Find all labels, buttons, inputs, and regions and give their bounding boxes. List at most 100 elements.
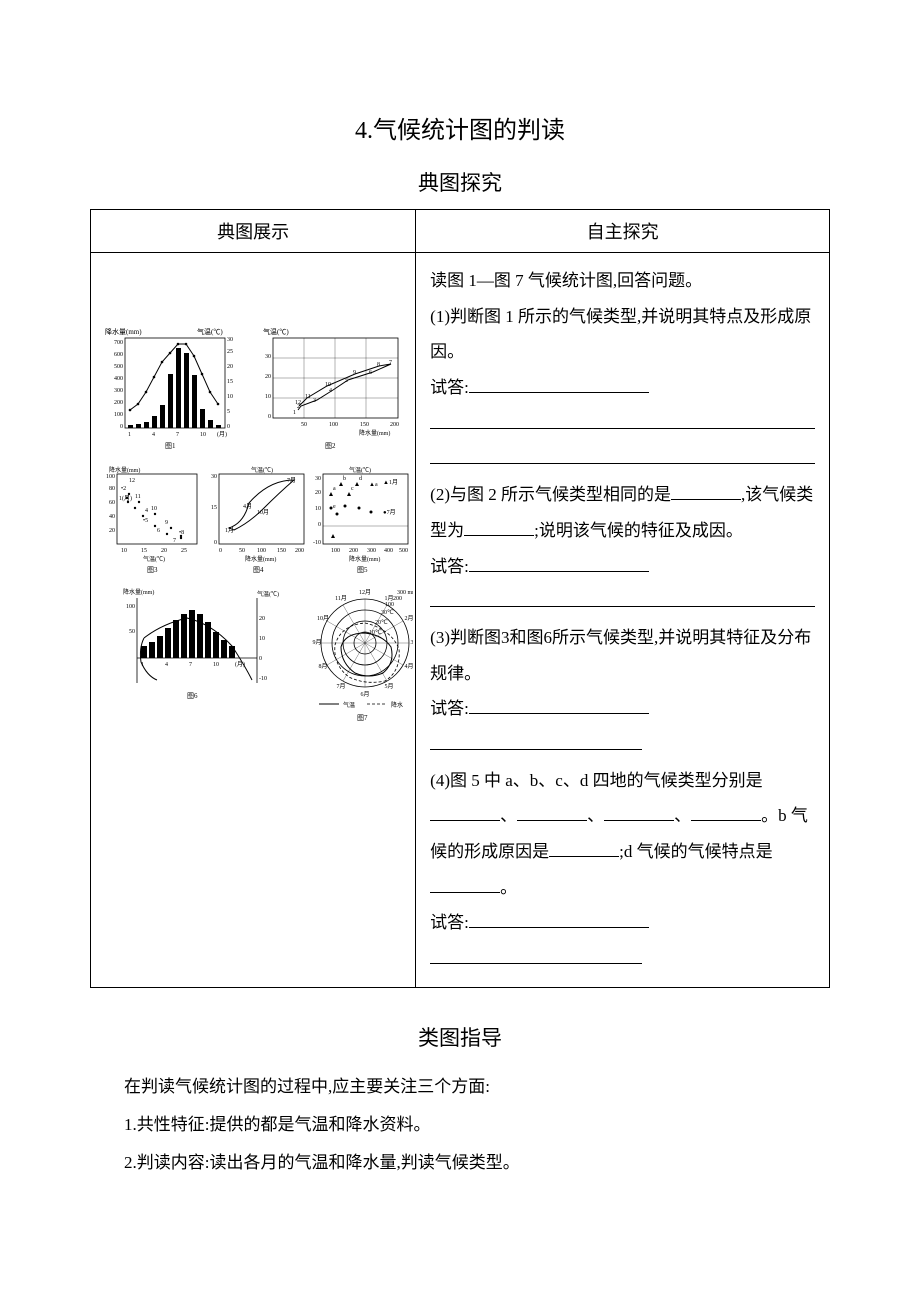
svg-text:7: 7 <box>389 360 392 366</box>
svg-text:10: 10 <box>121 548 127 554</box>
svg-text:8月: 8月 <box>319 663 328 670</box>
svg-text:20: 20 <box>259 616 265 622</box>
fig2-ylabel: 气温(℃) <box>263 327 289 336</box>
svg-text:20: 20 <box>227 364 233 370</box>
blank[interactable] <box>430 589 815 607</box>
para-1: 1.共性特征:提供的都是气温和降水资料。 <box>90 1108 830 1142</box>
fig1-bars <box>128 348 221 428</box>
blank[interactable] <box>430 732 642 750</box>
blank[interactable] <box>430 946 642 964</box>
svg-text:降水量(mm): 降水量(mm) <box>349 555 380 563</box>
svg-text:降水: 降水 <box>391 701 403 709</box>
svg-text:b: b <box>343 476 346 482</box>
svg-text:4: 4 <box>329 388 332 394</box>
svg-text:6: 6 <box>157 528 160 534</box>
svg-text:20: 20 <box>161 548 167 554</box>
svg-text:0: 0 <box>268 414 271 420</box>
fig6-label: 图6 <box>187 692 198 700</box>
blank[interactable] <box>549 839 619 857</box>
svg-text:60: 60 <box>109 500 115 506</box>
blank[interactable] <box>469 554 649 572</box>
svg-text:10: 10 <box>259 636 265 642</box>
blank[interactable] <box>469 910 649 928</box>
blank[interactable] <box>469 696 649 714</box>
svg-text:100: 100 <box>106 474 115 480</box>
q2-answer: 试答: <box>430 549 815 585</box>
svg-text:9月: 9月 <box>313 639 322 646</box>
svg-text:4: 4 <box>145 508 148 514</box>
svg-text:20: 20 <box>109 528 115 534</box>
svg-text:•5: •5 <box>143 518 148 524</box>
svg-text:气温(℃): 气温(℃) <box>349 466 371 474</box>
svg-text:150: 150 <box>360 422 369 428</box>
try-label: 试答: <box>430 378 469 397</box>
fig4-label: 图4 <box>253 566 264 574</box>
questions-cell: 读图 1—图 7 气候统计图,回答问题。 (1)判断图 1 所示的气候类型,并说… <box>416 253 830 988</box>
svg-text:12: 12 <box>129 478 135 484</box>
blank[interactable] <box>464 518 534 536</box>
svg-text:1(月): 1(月) <box>119 495 132 502</box>
svg-text:11月: 11月 <box>335 595 347 602</box>
svg-text:0: 0 <box>318 522 321 528</box>
blank[interactable] <box>430 446 815 464</box>
svg-text:300: 300 <box>367 548 376 554</box>
blank[interactable] <box>430 803 500 821</box>
svg-text:12月: 12月 <box>359 589 371 596</box>
try-label: 试答: <box>430 913 469 932</box>
svg-text:气温: 气温 <box>343 701 355 709</box>
svg-text:c: c <box>351 486 354 492</box>
svg-text:0: 0 <box>219 548 222 554</box>
svg-text:9: 9 <box>165 520 168 526</box>
svg-text:3月: 3月 <box>411 639 414 646</box>
svg-text:200: 200 <box>390 422 399 428</box>
blank[interactable] <box>604 803 674 821</box>
blank[interactable] <box>691 803 761 821</box>
blank[interactable] <box>671 482 741 500</box>
svg-text:11: 11 <box>305 394 311 400</box>
blank[interactable] <box>517 803 587 821</box>
svg-text:a: a <box>333 486 336 492</box>
svg-text:200: 200 <box>295 548 304 554</box>
svg-text:气温(℃): 气温(℃) <box>251 466 273 474</box>
q2: (2)与图 2 所示气候类型相同的是,该气候类型为;说明该气候的特征及成因。 <box>430 477 815 548</box>
svg-text:10℃: 10℃ <box>369 630 382 636</box>
svg-text:400: 400 <box>384 548 393 554</box>
blank[interactable] <box>430 875 500 893</box>
blank[interactable] <box>430 411 815 429</box>
fig1-ylabel-right: 气温(℃) <box>197 327 223 336</box>
svg-text:●7月: ●7月 <box>383 509 396 516</box>
q3: (3)判断图3和图6所示气候类型,并说明其特征及分布规律。 <box>430 620 815 691</box>
fig2-label: 图2 <box>325 442 336 450</box>
svg-text:(月): (月) <box>217 431 227 438</box>
svg-text:25: 25 <box>227 349 233 355</box>
try-label: 试答: <box>430 557 469 576</box>
q2-a: (2)与图 2 所示气候类型相同的是 <box>430 485 671 504</box>
svg-text:-10: -10 <box>259 676 267 682</box>
svg-text:600: 600 <box>114 352 123 358</box>
svg-text:30℃: 30℃ <box>381 610 394 616</box>
svg-text:10: 10 <box>265 394 271 400</box>
svg-text:200: 200 <box>114 400 123 406</box>
q1: (1)判断图 1 所示的气候类型,并说明其特点及形成原因。 <box>430 299 815 370</box>
try-label: 试答: <box>430 699 469 718</box>
svg-text:4: 4 <box>165 662 168 668</box>
svg-text:7: 7 <box>189 662 192 668</box>
svg-text:1: 1 <box>293 410 296 416</box>
svg-text:0: 0 <box>259 656 262 662</box>
svg-text:6月: 6月 <box>361 691 370 698</box>
svg-text:30: 30 <box>227 337 233 343</box>
svg-text:10: 10 <box>325 382 331 388</box>
svg-text:•2: •2 <box>121 486 126 492</box>
svg-text:100: 100 <box>126 604 135 610</box>
section2-title: 类图指导 <box>90 1022 830 1052</box>
svg-text:气温(℃): 气温(℃) <box>143 555 165 563</box>
svg-text:6: 6 <box>369 370 372 376</box>
svg-text:15: 15 <box>141 548 147 554</box>
svg-text:10: 10 <box>315 506 321 512</box>
blank[interactable] <box>469 375 649 393</box>
svg-text:7: 7 <box>176 432 179 438</box>
svg-text:降水量(mm): 降水量(mm) <box>123 588 154 596</box>
svg-text:▲1月: ▲1月 <box>383 479 398 486</box>
svg-text:▲a: ▲a <box>369 482 378 488</box>
svg-text:15: 15 <box>211 505 217 511</box>
